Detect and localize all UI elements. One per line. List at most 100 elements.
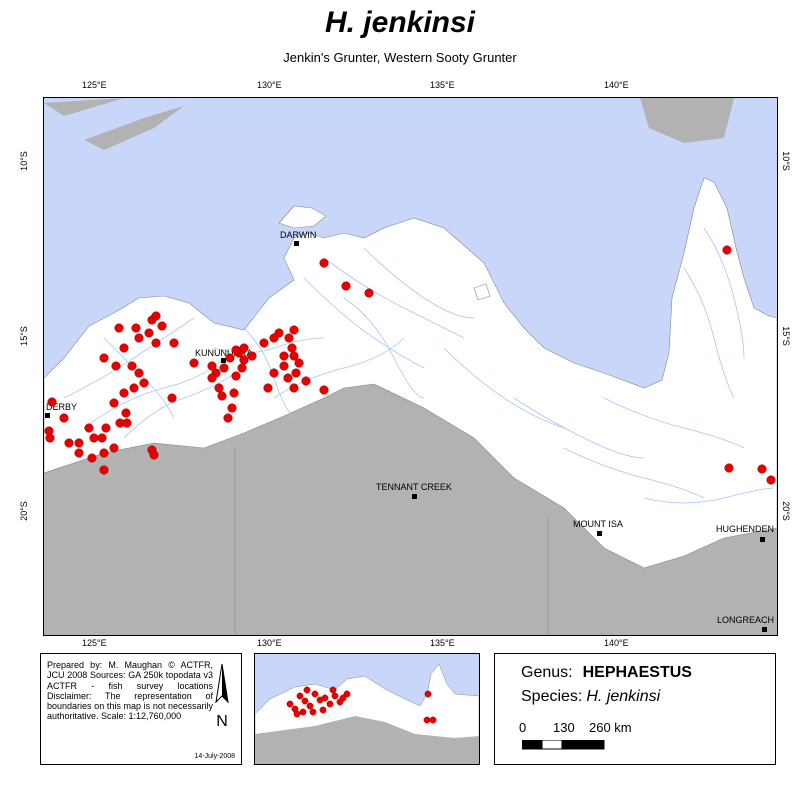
inset-record-point (311, 690, 319, 698)
catchment-land (44, 177, 777, 569)
inset-record-point (343, 690, 351, 698)
record-point (294, 358, 304, 368)
rivers (63, 227, 775, 504)
record-point (99, 465, 109, 475)
record-point (121, 408, 131, 418)
record-point (119, 343, 129, 353)
credits-text: Prepared by: M. Maughan © ACTFR, JCU 200… (47, 660, 213, 722)
inset-record-point (293, 710, 301, 718)
genus-label: Genus: (521, 664, 573, 681)
record-point (151, 338, 161, 348)
species-row: Species: H. jenkinsi (521, 688, 660, 706)
map-date: 14-July-2008 (194, 753, 235, 760)
record-point (239, 343, 249, 353)
record-point (766, 475, 776, 485)
record-point (237, 363, 247, 373)
record-point (283, 373, 293, 383)
record-point (279, 361, 289, 371)
record-point (219, 363, 229, 373)
record-point (167, 393, 177, 403)
record-point (207, 373, 217, 383)
lat-tick-right-10: 10°S (780, 151, 791, 171)
town-label-darwin: DARWIN (280, 230, 316, 240)
scale-labels: 0 130 260 km (519, 720, 759, 736)
record-point (89, 433, 99, 443)
record-point (139, 378, 149, 388)
record-point (259, 338, 269, 348)
north-letter: N (216, 713, 228, 730)
town-label-derby: DERBY (46, 402, 77, 412)
record-point (97, 433, 107, 443)
lon-tick-bottom-135: 135°E (430, 638, 455, 648)
town-marker-darwin (294, 241, 299, 246)
inset-record-point (303, 686, 311, 694)
record-point (239, 355, 249, 365)
lon-tick-bottom-125: 125°E (82, 638, 107, 648)
town-label-hughenden: HUGHENDEN (716, 524, 774, 534)
inset-record-point (319, 706, 327, 714)
record-point (319, 385, 329, 395)
lat-tick-left-10: 10°S (18, 151, 29, 171)
map-subtitle: Jenkin's Grunter, Western Sooty Grunter (283, 50, 517, 65)
record-point (134, 368, 144, 378)
record-point (74, 438, 84, 448)
scale-bar (522, 740, 605, 750)
record-point (722, 245, 732, 255)
record-point (289, 351, 299, 361)
north-arrow-icon: N (215, 663, 229, 730)
town-marker-kununurra (221, 358, 226, 363)
inset-record-point (326, 700, 334, 708)
record-point (131, 323, 141, 333)
record-point (231, 371, 241, 381)
record-point (229, 388, 239, 398)
inset-map (254, 653, 480, 765)
record-point (134, 333, 144, 343)
inset-record-point (306, 702, 314, 710)
town-label-longreach: LONGREACH (717, 615, 774, 625)
record-point (109, 443, 119, 453)
lon-tick-top-140: 140°E (604, 80, 629, 90)
inset-record-point (329, 686, 337, 694)
record-point (127, 361, 137, 371)
record-point (225, 353, 235, 363)
record-point (45, 433, 55, 443)
genus-value: HEPHAESTUS (582, 664, 692, 681)
town-marker-mount-isa (597, 531, 602, 536)
town-marker-longreach (762, 627, 767, 632)
record-point (289, 325, 299, 335)
inset-record-point (296, 692, 304, 700)
town-label-tennant-creek: TENNANT CREEK (376, 482, 452, 492)
inset-record-point (286, 700, 294, 708)
record-point (151, 311, 161, 321)
inset-record-point (321, 694, 329, 702)
north-island (44, 98, 124, 116)
record-point (207, 361, 217, 371)
lon-tick-top-125: 125°E (82, 80, 107, 90)
record-point (114, 323, 124, 333)
record-point (157, 321, 167, 331)
record-point (101, 423, 111, 433)
map-title: H. jenkinsi (324, 6, 476, 39)
lat-tick-left-15: 15°S (18, 326, 29, 346)
inset-record-point (423, 716, 431, 724)
lat-tick-right-20: 20°S (780, 501, 791, 521)
inset-record-point (424, 690, 432, 698)
record-point (64, 438, 74, 448)
record-point (129, 383, 139, 393)
town-marker-hughenden (760, 537, 765, 542)
lon-tick-bottom-140: 140°E (604, 638, 629, 648)
town-label-mount-isa: MOUNT ISA (573, 519, 623, 529)
lon-tick-top-130: 130°E (257, 80, 282, 90)
main-map[interactable]: DARWIN KUNUNURRA DERBY TENNANT CREEK MOU… (43, 97, 778, 636)
record-point (724, 463, 734, 473)
record-point (149, 450, 159, 460)
record-point (301, 376, 311, 386)
inland-area (44, 384, 777, 635)
record-point (284, 333, 294, 343)
scale-label-260: 260 km (589, 720, 632, 735)
record-point (99, 448, 109, 458)
lat-tick-right-15: 15°S (780, 326, 791, 346)
scale-label-0: 0 (519, 720, 527, 735)
legend-box: Genus: HEPHAESTUS Species: H. jenkinsi 0 1… (494, 653, 776, 765)
record-point (287, 343, 297, 353)
